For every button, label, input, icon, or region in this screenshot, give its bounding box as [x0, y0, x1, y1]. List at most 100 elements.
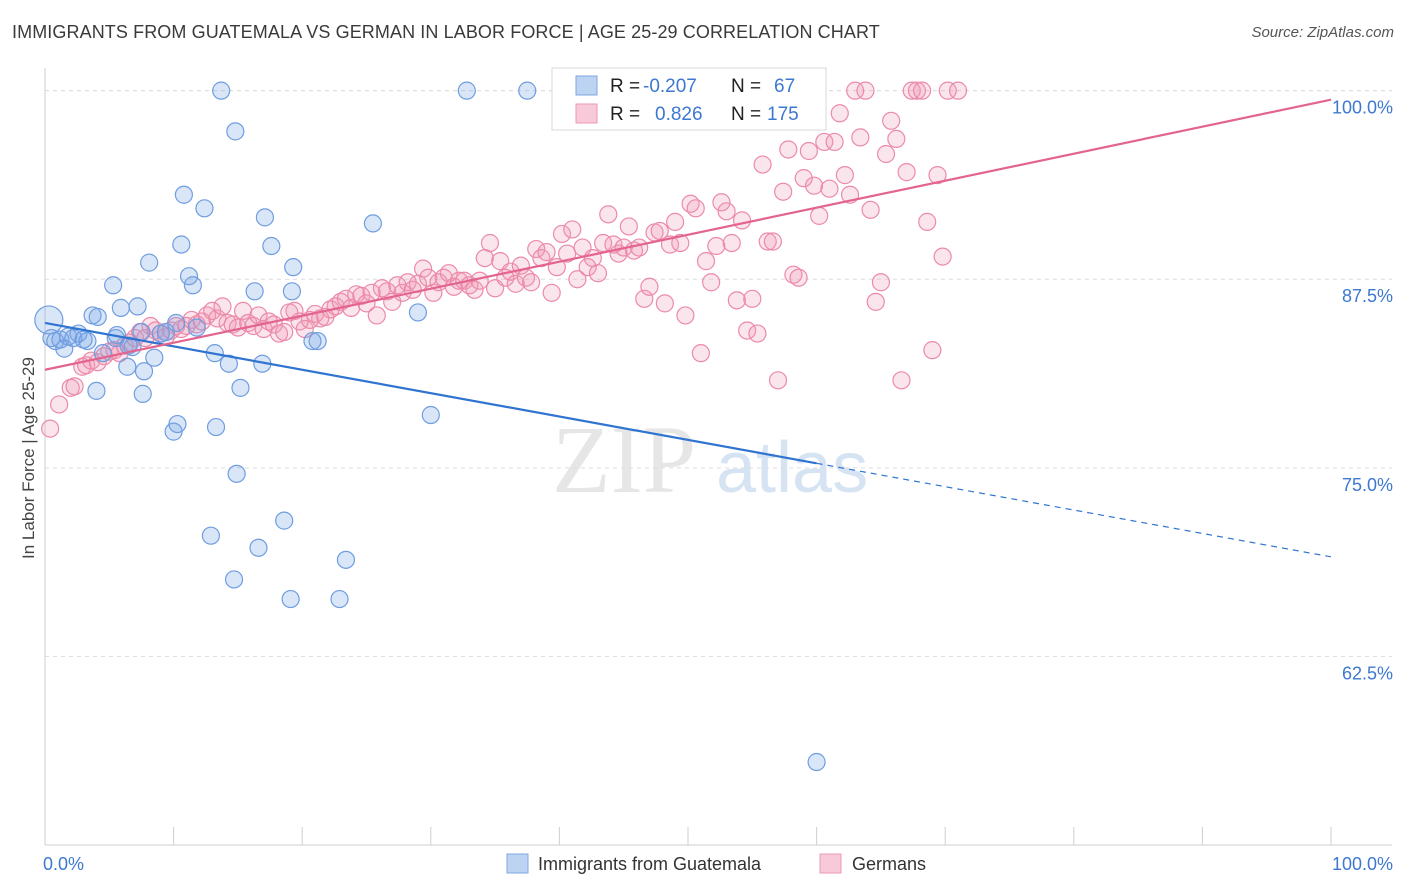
germans-point: [794, 169, 813, 188]
y-tick-label: 62.5%: [1342, 663, 1393, 683]
germans-point: [413, 259, 433, 278]
germans-point: [506, 274, 525, 293]
germans-point: [691, 344, 710, 363]
germans-point: [568, 270, 587, 289]
guatemala-point: [408, 303, 428, 322]
guatemala-point: [212, 81, 231, 100]
guatemala-point: [421, 405, 440, 425]
germans-point: [743, 289, 762, 308]
guatemala-point: [183, 276, 202, 295]
guatemala-point: [132, 322, 151, 342]
guatemala-point: [156, 322, 175, 342]
germans-point: [882, 111, 901, 130]
guatemala-point: [128, 297, 147, 316]
bottom-legend-swatch-pink: [819, 853, 842, 874]
guatemala-point: [87, 381, 106, 400]
germans-point: [871, 273, 891, 292]
germans-point: [810, 206, 829, 225]
germans-point: [738, 321, 757, 340]
germans-point: [527, 239, 546, 259]
x-tick-label: 100.0%: [1332, 854, 1393, 874]
germans-point: [285, 301, 304, 321]
guatemala-point: [249, 538, 268, 557]
y-tick-label: 87.5%: [1342, 286, 1393, 306]
germans-point: [635, 289, 654, 308]
x-tick-label: 0.0%: [43, 854, 84, 874]
guatemala-trend-line: [44, 321, 817, 465]
germans-point: [712, 193, 731, 212]
germans-point: [552, 224, 572, 244]
germans-point: [599, 205, 618, 224]
germans-point: [465, 280, 484, 299]
germans-point: [41, 419, 60, 438]
germans-point: [619, 217, 638, 236]
y-axis-label: In Labor Force | Age 25-29: [19, 357, 38, 559]
germans-point: [753, 155, 772, 174]
germans-point: [897, 163, 916, 182]
germans-point: [902, 81, 921, 100]
germans-point: [815, 132, 834, 152]
germans-point: [578, 258, 597, 277]
bottom-legend-swatch-blue: [506, 853, 529, 874]
guatemala-point: [518, 81, 537, 100]
chart-title: IMMIGRANTS FROM GUATEMALA VS GERMAN IN L…: [12, 22, 880, 42]
guatemala-point: [255, 208, 275, 227]
germans-points: [41, 81, 968, 438]
germans-point: [439, 264, 458, 283]
guatemala-point: [231, 378, 250, 397]
germans-point: [537, 242, 556, 262]
guatemala-point: [281, 589, 300, 609]
germans-point: [892, 371, 911, 390]
germans-point: [763, 232, 782, 251]
legend-n-label-blue: N =: [731, 76, 761, 97]
guatemala-point: [807, 752, 826, 772]
bottom-legend: Immigrants from Guatemala Germans: [506, 853, 926, 874]
germans-point: [851, 128, 870, 147]
germans-point: [732, 211, 752, 230]
germans-point: [820, 179, 839, 198]
germans-point: [650, 221, 669, 241]
germans-point: [789, 268, 808, 287]
guatemala-point: [224, 570, 244, 589]
germans-point: [830, 104, 849, 123]
legend-swatch-blue: [575, 75, 598, 96]
germans-point: [717, 202, 736, 221]
germans-point: [377, 282, 397, 301]
watermark-zip: ZIP: [552, 406, 696, 513]
germans-point: [825, 132, 844, 152]
guatemala-point: [262, 236, 281, 256]
germans-point: [923, 341, 942, 360]
germans-point: [938, 81, 957, 100]
germans-point: [686, 199, 705, 218]
germans-point: [804, 176, 824, 195]
guatemala-point: [195, 199, 214, 218]
germans-point: [779, 140, 798, 159]
y-tick-label: 75.0%: [1342, 475, 1393, 495]
germans-point: [707, 236, 726, 256]
tick-labels: 62.5% 75.0% 87.5% 100.0% 0.0% 100.0%: [43, 98, 1393, 874]
germans-point: [918, 212, 937, 231]
germans-point: [522, 273, 541, 292]
guatemala-point: [282, 282, 302, 301]
guatemala-point: [227, 464, 246, 483]
legend-n-label-pink: N =: [731, 104, 761, 125]
germans-point: [799, 141, 818, 161]
guatemala-point: [172, 235, 191, 254]
germans-point: [866, 292, 885, 311]
guatemala-point: [134, 362, 154, 381]
guatemala-point: [34, 305, 64, 335]
germans-point: [213, 297, 232, 316]
germans-point: [887, 129, 906, 149]
germans-point: [702, 273, 721, 292]
legend: R = -0.207 N = 67 R = 0.826 N = 175: [551, 67, 827, 131]
guatemala-point: [118, 357, 137, 376]
guatemala-point: [457, 81, 476, 100]
legend-r-value-pink: 0.826: [655, 104, 703, 125]
guatemala-point: [226, 122, 245, 141]
germans-point: [640, 277, 659, 296]
germans-point: [275, 322, 294, 342]
trend-lines: [44, 98, 1332, 558]
germans-point: [948, 81, 968, 100]
bottom-legend-label-germans: Germans: [852, 854, 926, 874]
germans-point: [846, 81, 865, 100]
